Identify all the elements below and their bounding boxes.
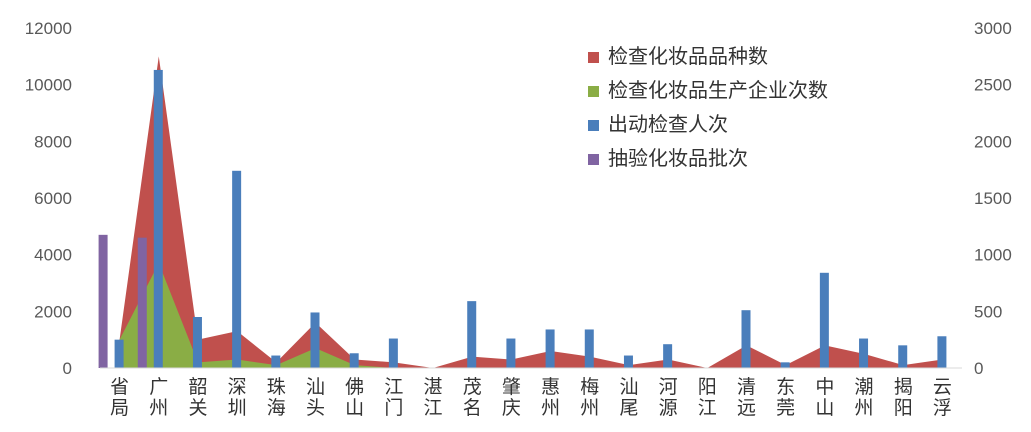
bar-inspection-personnel [623, 355, 633, 368]
bar-series-group [98, 69, 947, 368]
x-category-label: 中山 [815, 376, 834, 419]
bar-inspection-personnel [663, 344, 673, 368]
y-right-tick-label: 500 [974, 302, 1002, 321]
x-category-label: 肇庆 [502, 376, 521, 419]
legend-swatch [588, 86, 599, 97]
x-category-label: 汕尾 [619, 376, 638, 419]
y-right-tick-label: 1000 [974, 246, 1012, 265]
y-right-tick-label: 0 [974, 359, 983, 378]
x-category-label: 梅州 [580, 376, 599, 419]
y-right-tick-label: 2000 [974, 132, 1012, 151]
legend-label: 出动检查人次 [608, 112, 728, 136]
legend-swatch [588, 154, 599, 165]
bar-inspection-personnel [584, 329, 594, 368]
bar-sample-batches [137, 237, 147, 368]
x-category-label: 湛江 [424, 376, 443, 419]
area-inspected-varieties [119, 56, 943, 368]
bar-inspection-personnel [467, 301, 477, 368]
bar-inspection-personnel [859, 338, 869, 368]
x-category-label: 珠海 [267, 376, 286, 419]
x-category-label: 江门 [384, 376, 403, 419]
x-category-label: 清远 [737, 376, 756, 419]
bar-inspection-personnel [388, 338, 398, 368]
y-left-tick-label: 4000 [34, 246, 72, 265]
x-category-label: 深圳 [228, 376, 247, 419]
y-left-tick-label: 2000 [34, 302, 72, 321]
y-right-tick-label: 2500 [974, 76, 1012, 95]
bar-inspection-personnel [741, 310, 751, 368]
y-left-tick-label: 6000 [34, 189, 72, 208]
x-category-label: 茂名 [463, 376, 482, 419]
bar-inspection-personnel [114, 339, 124, 368]
y-right-tick-label: 1500 [974, 189, 1012, 208]
x-category-label: 阳江 [698, 376, 717, 419]
y-right-tick-label: 3000 [974, 19, 1012, 38]
x-category-label: 汕头 [306, 376, 325, 419]
bar-inspection-personnel [310, 312, 320, 368]
bar-inspection-personnel [232, 170, 242, 368]
x-category-label: 省局 [110, 376, 129, 419]
x-category-label: 佛山 [345, 376, 364, 419]
bar-inspection-personnel [937, 336, 947, 368]
x-category-label: 惠州 [541, 376, 560, 419]
bar-inspection-personnel [349, 353, 359, 368]
legend-swatch [588, 120, 599, 131]
legend-label: 抽验化妆品批次 [608, 146, 748, 170]
bar-sample-batches [98, 234, 108, 368]
x-category-label: 东莞 [776, 376, 795, 419]
x-category-label: 韶关 [188, 376, 207, 419]
bar-inspection-personnel [506, 338, 516, 368]
bar-inspection-personnel [898, 345, 908, 368]
x-category-label: 河源 [659, 376, 678, 419]
y-left-tick-label: 10000 [25, 76, 72, 95]
x-category-label: 广州 [149, 376, 168, 419]
y-left-tick-label: 8000 [34, 132, 72, 151]
legend-swatch [588, 52, 599, 63]
bar-inspection-personnel [819, 272, 829, 368]
bar-inspection-personnel [192, 317, 202, 368]
x-category-label: 云浮 [933, 376, 952, 419]
bar-inspection-personnel [271, 355, 281, 368]
x-category-label: 揭阳 [894, 376, 913, 419]
legend-label: 检查化妆品品种数 [608, 44, 768, 68]
bar-inspection-personnel [780, 362, 790, 368]
bar-inspection-personnel [545, 329, 555, 368]
y-left-tick-label: 12000 [25, 19, 72, 38]
x-category-label: 潮州 [855, 376, 874, 419]
y-left-tick-label: 0 [63, 359, 72, 378]
legend-label: 检查化妆品生产企业次数 [608, 78, 828, 102]
bar-inspection-personnel [153, 69, 163, 368]
area-series-group [119, 56, 943, 368]
